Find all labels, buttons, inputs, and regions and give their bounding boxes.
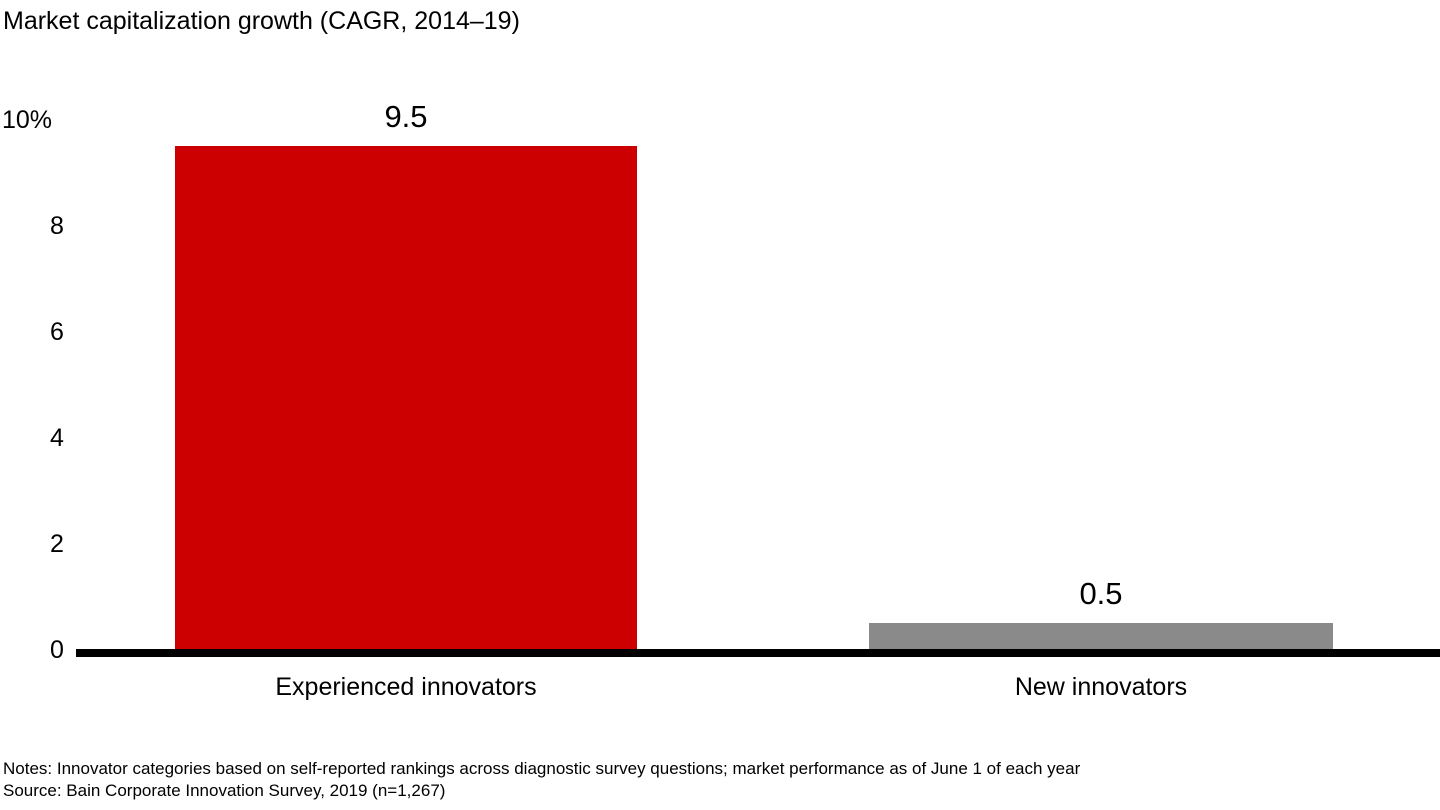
source-line: Source: Bain Corporate Innovation Survey… (3, 781, 446, 800)
category-label-experienced-innovators: Experienced innovators (275, 673, 537, 701)
footnotes: Notes: Innovator categories based on sel… (3, 758, 1080, 802)
category-label-new-innovators: New innovators (1014, 673, 1188, 701)
value-label-experienced-innovators: 9.5 (384, 99, 428, 134)
notes-line: Notes: Innovator categories based on sel… (3, 759, 1081, 778)
x-axis-line (76, 649, 1440, 657)
y-axis-tick-label-10: 10% (2, 106, 53, 134)
y-axis-tick-label-2: 2 (50, 530, 64, 558)
chart-title: Market capitalization growth (CAGR, 2014… (3, 7, 520, 35)
y-axis-tick-label-4: 4 (50, 424, 64, 452)
bar-new-innovators (869, 623, 1333, 650)
bar-experienced-innovators (175, 146, 637, 650)
y-axis-tick-label-8: 8 (50, 212, 64, 240)
y-axis-tick-label-0: 0 (50, 636, 64, 664)
y-axis-tick-label-6: 6 (50, 318, 64, 346)
value-label-new-innovators: 0.5 (1079, 576, 1123, 611)
